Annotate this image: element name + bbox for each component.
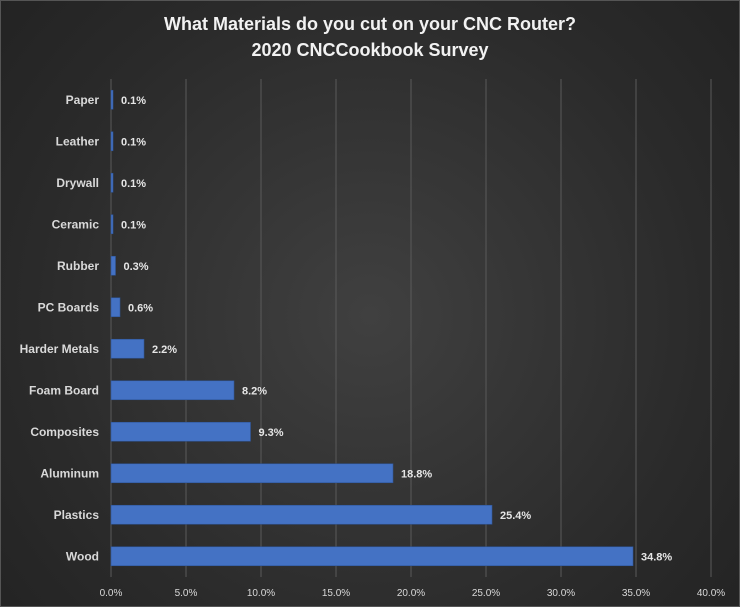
x-tick-label: 10.0%	[247, 588, 275, 599]
data-label: 8.2%	[242, 385, 267, 397]
category-label: Foam Board	[29, 383, 99, 397]
bar	[110, 255, 116, 276]
data-label: 18.8%	[401, 468, 432, 480]
category-label: PC Boards	[38, 300, 100, 314]
category-label: Leather	[56, 134, 100, 148]
bar	[110, 463, 394, 484]
bar	[110, 504, 493, 525]
category-label: Paper	[66, 93, 100, 107]
x-tick-label: 35.0%	[622, 588, 650, 599]
data-label: 34.8%	[641, 551, 672, 563]
x-tick-label: 25.0%	[472, 588, 500, 599]
data-label: 0.1%	[121, 178, 146, 190]
category-label: Wood	[66, 549, 99, 563]
chart-title: What Materials do you cut on your CNC Ro…	[164, 14, 576, 34]
bar	[110, 546, 634, 567]
category-label: Harder Metals	[20, 342, 100, 356]
bars	[110, 89, 634, 567]
category-label: Drywall	[56, 176, 99, 190]
data-label: 0.1%	[121, 95, 146, 107]
gridlines	[110, 79, 712, 577]
bar	[110, 172, 114, 193]
category-label: Aluminum	[40, 466, 99, 480]
category-label: Composites	[30, 425, 99, 439]
x-tick-label: 30.0%	[547, 588, 575, 599]
data-label: 0.3%	[124, 261, 149, 273]
x-tick-label: 20.0%	[397, 588, 425, 599]
x-tick-label: 40.0%	[697, 588, 725, 599]
category-label: Plastics	[54, 508, 100, 522]
value-labels: 0.1% 0.1% 0.1% 0.1% 0.3% 0.6% 2.2% 8.2% 9.3% 18.8…	[121, 95, 672, 564]
data-label: 2.2%	[152, 344, 177, 356]
bar	[110, 421, 251, 442]
x-tick-label: 15.0%	[322, 588, 350, 599]
category-labels: Paper Leather Drywall Ceramic Rubber PC Board…	[20, 93, 100, 564]
data-label: 0.6%	[128, 302, 153, 314]
bar	[110, 131, 114, 152]
chart-subtitle: 2020 CNCCookbook Survey	[251, 40, 488, 60]
x-tick-label: 5.0%	[175, 588, 198, 599]
bar	[110, 338, 145, 359]
data-label: 0.1%	[121, 219, 146, 231]
category-label: Rubber	[57, 259, 99, 273]
data-label: 0.1%	[121, 136, 146, 148]
bar	[110, 214, 114, 235]
data-label: 25.4%	[500, 510, 531, 522]
bar	[110, 380, 235, 401]
x-axis-tick-labels: 0.0% 5.0% 10.0% 15.0% 20.0% 25.0% 30.0% 35.0% 40…	[100, 588, 726, 599]
category-label: Ceramic	[52, 217, 100, 231]
x-tick-label: 0.0%	[100, 588, 123, 599]
bar	[110, 297, 121, 318]
bar	[110, 89, 114, 110]
data-label: 9.3%	[259, 427, 284, 439]
